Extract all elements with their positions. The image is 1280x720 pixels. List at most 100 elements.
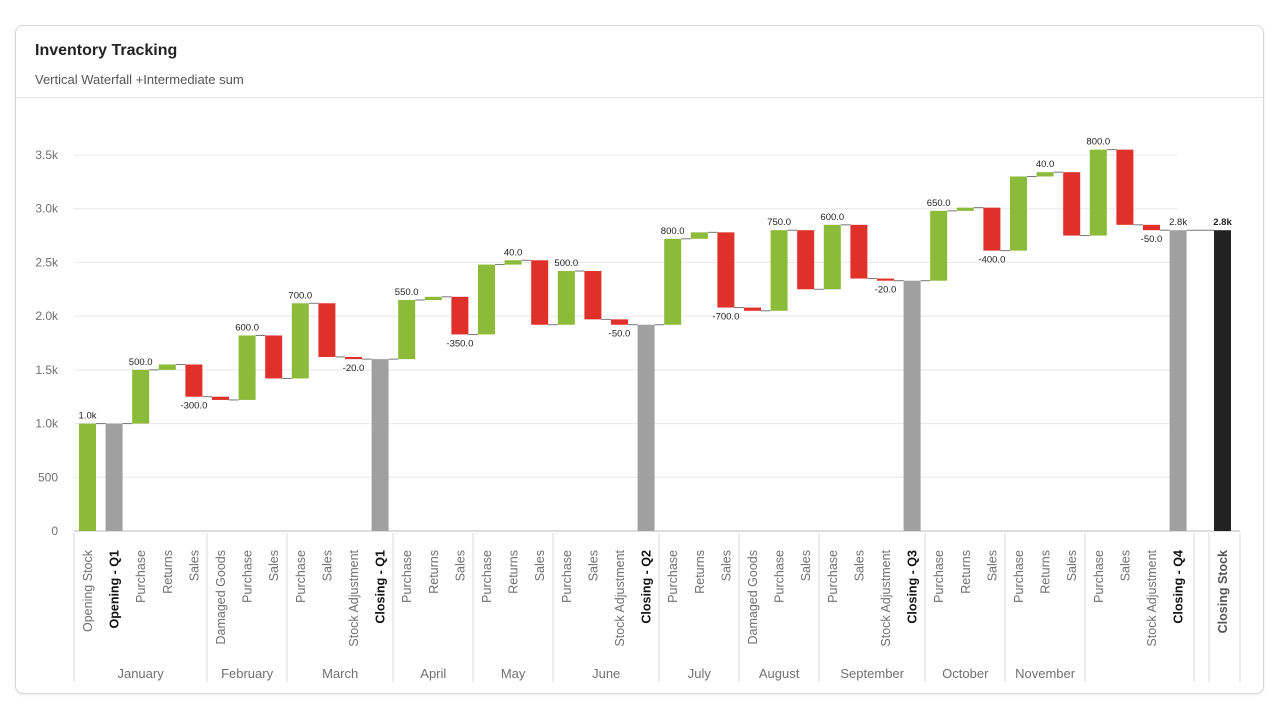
x-category-label: Sales [1065, 550, 1079, 581]
bar-decrease [345, 356, 362, 360]
x-category-label: Returns [959, 550, 973, 594]
bar-decrease [451, 296, 469, 335]
x-category-label: Purchase [134, 550, 148, 603]
bar-increase [823, 224, 841, 290]
data-label: 2.8k [1213, 217, 1232, 228]
data-label: -700.0 [712, 312, 739, 323]
x-category-label: Closing Stock [1216, 550, 1230, 633]
bar-total [1214, 230, 1231, 531]
x-category-label: Returns [1039, 550, 1053, 594]
chart-title: Inventory Tracking [35, 42, 178, 59]
bar-increase [291, 303, 309, 379]
bar-increase [557, 271, 575, 325]
data-label: -300.0 [180, 401, 207, 412]
x-group-label: September [840, 666, 904, 681]
bar-increase [690, 232, 708, 239]
bar-decrease [744, 307, 761, 311]
x-group-label: January [117, 666, 164, 681]
x-category-label: Sales [320, 550, 334, 581]
y-tick-label: 1.5k [35, 363, 59, 377]
x-group-label: April [420, 666, 446, 681]
x-group-label: November [1015, 666, 1076, 681]
bar-increase [158, 364, 176, 370]
x-category-label: Returns [693, 550, 707, 594]
data-label: 500.0 [129, 357, 153, 368]
x-category-label: Sales [533, 550, 547, 581]
data-label: 800.0 [1086, 137, 1110, 148]
bar-increase [132, 369, 150, 424]
bar-decrease [1063, 172, 1081, 236]
bar-decrease [318, 303, 336, 357]
x-category-label: Purchase [932, 550, 946, 603]
bar-increase [770, 230, 788, 311]
bar-increase [79, 423, 96, 531]
bar-decrease [265, 335, 283, 379]
data-label: 750.0 [767, 217, 791, 228]
bar-decrease [797, 230, 815, 290]
x-category-label: Closing - Q1 [374, 550, 388, 624]
x-category-label: Stock Adjustment [347, 549, 361, 646]
bar-decrease [584, 271, 602, 320]
data-label: 700.0 [288, 290, 312, 301]
x-group-label: October [942, 666, 989, 681]
x-category-label: Stock Adjustment [1145, 549, 1159, 646]
x-category-label: Purchase [294, 550, 308, 603]
x-category-label: Returns [161, 550, 175, 594]
x-group-label: July [688, 666, 712, 681]
x-category-label: Opening - Q1 [108, 550, 122, 629]
y-tick-label: 500 [38, 470, 58, 484]
data-label: -20.0 [875, 285, 897, 296]
x-group-label: August [759, 666, 800, 681]
y-tick-label: 0 [51, 524, 58, 538]
data-label: 40.0 [1036, 159, 1055, 170]
data-label: 40.0 [504, 247, 523, 258]
x-group-label: May [501, 666, 526, 681]
x-category-label: Closing - Q4 [1172, 550, 1186, 624]
x-category-label: Purchase [241, 550, 255, 603]
data-label: -20.0 [343, 363, 365, 374]
x-category-label: Closing - Q3 [906, 550, 920, 624]
data-label: -50.0 [1141, 234, 1163, 245]
bar-decrease [531, 260, 549, 325]
x-category-label: Sales [719, 550, 733, 581]
bar-increase [1089, 149, 1107, 236]
bar-decrease [611, 319, 628, 325]
x-category-label: Sales [985, 550, 999, 581]
x-category-label: Purchase [1012, 550, 1026, 603]
bar-decrease [983, 207, 1001, 251]
bar-increase [424, 296, 442, 301]
x-category-label: Purchase [400, 550, 414, 603]
x-category-label: Purchase [560, 550, 574, 603]
x-category-label: Returns [507, 550, 521, 594]
x-category-label: Opening Stock [81, 549, 95, 632]
data-label: 1.0k [79, 411, 97, 422]
x-category-label: Purchase [773, 550, 787, 603]
x-group-label: February [221, 666, 274, 681]
bar-decrease [1143, 224, 1160, 231]
x-category-label: Returns [427, 550, 441, 594]
y-tick-label: 3.5k [35, 148, 59, 162]
data-label: 500.0 [554, 258, 578, 269]
data-label: 600.0 [235, 322, 259, 333]
y-tick-label: 3.0k [35, 202, 59, 216]
x-category-label: Sales [187, 550, 201, 581]
x-category-label: Sales [453, 550, 467, 581]
card-header: Inventory Tracking Vertical Waterfall +I… [16, 26, 1263, 98]
x-category-label: Sales [267, 550, 281, 581]
x-category-label: Stock Adjustment [879, 549, 893, 646]
bar-decrease [877, 278, 894, 281]
x-category-label: Sales [586, 550, 600, 581]
x-group-label: March [322, 666, 358, 681]
bar-increase [664, 238, 682, 325]
data-label: 2.8k [1169, 217, 1187, 228]
x-category-label: Purchase [666, 550, 680, 603]
bar-decrease [212, 396, 229, 400]
y-tick-label: 2.0k [35, 309, 59, 323]
x-category-label: Purchase [826, 550, 840, 603]
x-category-label: Stock Adjustment [613, 549, 627, 646]
data-label: 800.0 [661, 226, 685, 237]
bar-decrease [1116, 149, 1134, 225]
data-label: 550.0 [395, 287, 419, 298]
y-tick-label: 2.5k [35, 255, 59, 269]
